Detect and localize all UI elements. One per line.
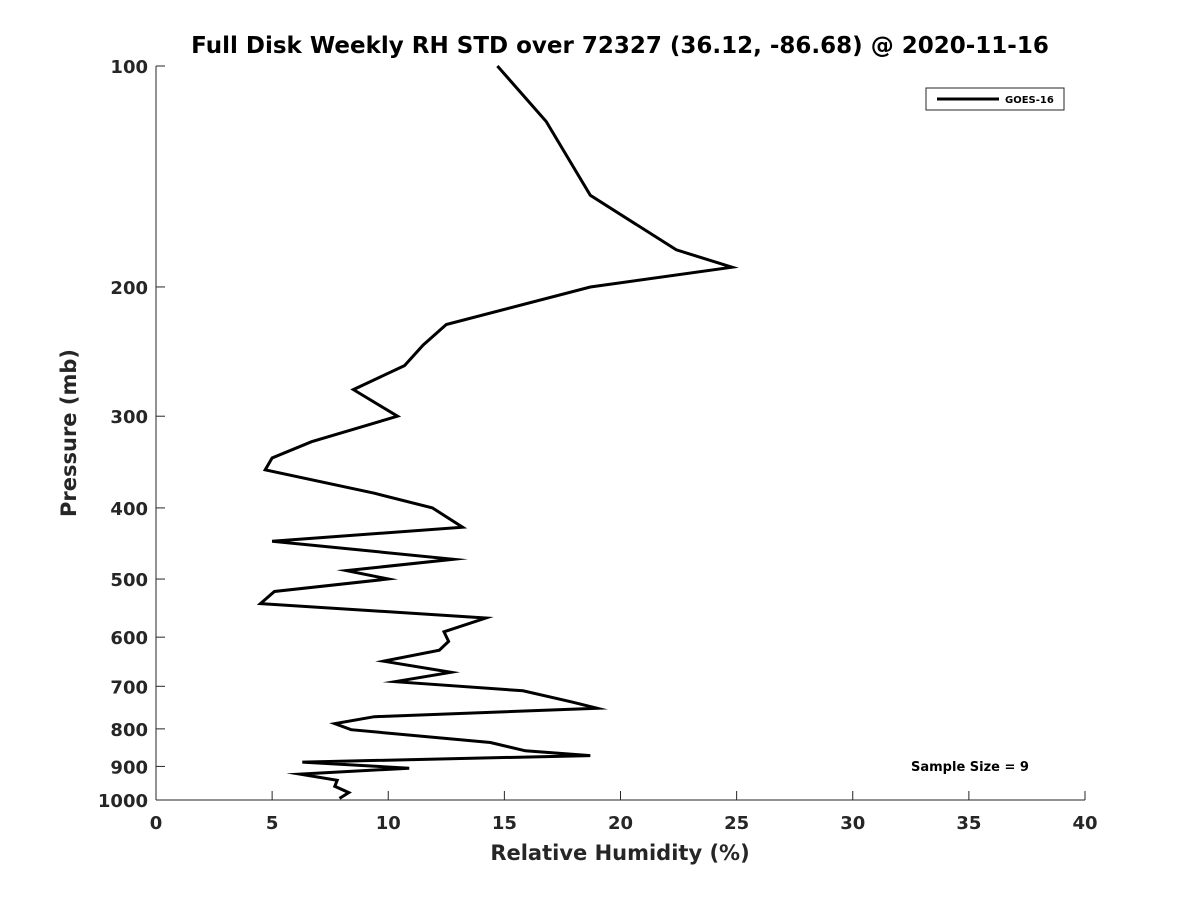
x-tick-label: 10 [376, 813, 401, 834]
legend-label-goes16: GOES-16 [1005, 95, 1054, 106]
y-tick-label: 800 [110, 720, 148, 741]
y-tick-label: 300 [110, 407, 148, 428]
y-axis-ticks: 100 200 300 400 500 600 700 800 900 1000 [98, 57, 165, 812]
x-tick-label: 20 [608, 813, 633, 834]
y-tick-label: 100 [110, 57, 148, 78]
x-axis-title: Relative Humidity (%) [490, 841, 749, 865]
x-tick-label: 25 [724, 813, 749, 834]
y-tick-label: 600 [110, 628, 148, 649]
x-tick-label: 35 [956, 813, 981, 834]
legend: GOES-16 [925, 87, 1065, 111]
y-tick-label: 200 [110, 278, 148, 299]
series-layer [256, 65, 739, 800]
x-tick-label: 5 [266, 813, 279, 834]
y-tick-label: 1000 [98, 791, 148, 812]
x-tick-label: 30 [840, 813, 865, 834]
chart-title: Full Disk Weekly RH STD over 72327 (36.1… [191, 33, 1049, 59]
y-tick-label: 400 [110, 499, 148, 520]
x-axis-ticks: 0 5 10 15 20 25 30 35 40 [150, 791, 1098, 834]
sample-size-annotation: Sample Size = 9 [911, 760, 1029, 775]
y-tick-label: 500 [110, 570, 148, 591]
y-axis-title: Pressure (mb) [57, 349, 81, 517]
series-line-goes16 [256, 65, 739, 800]
y-tick-label: 700 [110, 677, 148, 698]
x-tick-label: 0 [150, 813, 163, 834]
y-tick-label: 900 [110, 757, 148, 778]
x-tick-label: 40 [1072, 813, 1097, 834]
x-tick-label: 15 [492, 813, 517, 834]
